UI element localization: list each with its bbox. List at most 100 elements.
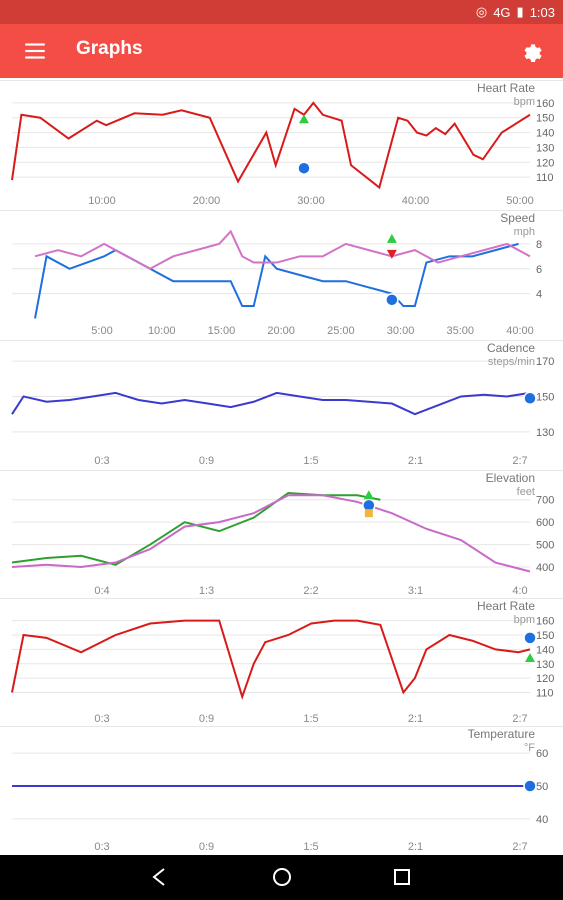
- series-line-1: [11, 494, 531, 573]
- y-tick-label: 140: [536, 128, 554, 140]
- y-tick-label: 160: [536, 98, 554, 110]
- y-tick-label: 6: [536, 264, 542, 276]
- y-tick-label: 50: [536, 781, 548, 793]
- x-tick-label: 30:00: [387, 325, 415, 337]
- triangle-up-marker: [525, 653, 535, 662]
- y-tick-label: 150: [536, 630, 554, 642]
- series-line-0: [11, 101, 531, 190]
- status-bar: ◎ 4G ▮ 1:03: [0, 0, 563, 24]
- menu-icon[interactable]: [22, 38, 48, 64]
- y-tick-label: 140: [536, 644, 554, 656]
- y-tick-label: 110: [536, 688, 554, 700]
- y-tick-label: 150: [536, 113, 554, 125]
- location-icon: ◎: [475, 4, 488, 19]
- x-tick-label: 4:0: [512, 585, 527, 597]
- y-tick-label: 110: [536, 172, 554, 184]
- y-tick-label: 700: [536, 495, 554, 507]
- chart-title: Elevation: [486, 471, 535, 485]
- x-tick-label: 2:7: [512, 455, 527, 467]
- recents-icon[interactable]: [390, 865, 414, 889]
- x-tick-label: 10:00: [88, 195, 116, 207]
- temperature-chart[interactable]: 40 50 60 0:3 0:9 1:5 2:1 2:7 Temperature °F: [0, 726, 563, 854]
- y-tick-label: 120: [536, 157, 554, 169]
- series-line-0: [34, 242, 519, 319]
- clock: 1:03: [529, 4, 555, 20]
- cadence-chart[interactable]: 130 150 170 0:3 0:9 1:5 2:1 2:7 Cadence steps/min: [0, 340, 563, 468]
- y-tick-label: 130: [536, 142, 554, 154]
- y-tick-label: 130: [536, 659, 554, 671]
- x-tick-label: 2:1: [408, 713, 423, 725]
- y-tick-label: 40: [536, 814, 548, 826]
- network-label: 4G: [493, 4, 511, 20]
- settings-gear-icon[interactable]: [517, 38, 543, 64]
- x-tick-label: 2:2: [303, 585, 318, 597]
- x-tick-label: 15:00: [208, 325, 236, 337]
- triangle-up-marker: [363, 490, 374, 500]
- x-tick-label: 1:5: [303, 713, 318, 725]
- navigation-bar: [0, 855, 563, 900]
- series-line-0: [11, 391, 531, 416]
- series-line-1: [34, 229, 531, 270]
- series-line-0: [11, 619, 531, 701]
- x-tick-label: 2:1: [408, 841, 423, 853]
- triangle-up-marker: [298, 114, 309, 124]
- chart-units: mph: [514, 226, 535, 238]
- y-tick-label: 60: [536, 748, 548, 760]
- y-tick-label: 600: [536, 517, 554, 529]
- cursor-dot-marker[interactable]: [297, 161, 311, 175]
- cursor-dot-marker[interactable]: [385, 293, 399, 307]
- x-tick-label: 0:3: [94, 713, 109, 725]
- x-tick-label: 0:3: [94, 455, 109, 467]
- x-tick-label: 0:3: [94, 841, 109, 853]
- chart-title: Temperature: [468, 727, 536, 741]
- x-tick-label: 20:00: [193, 195, 221, 207]
- x-tick-label: 0:9: [199, 455, 214, 467]
- y-tick-label: 150: [536, 391, 554, 403]
- heart-rate-chart[interactable]: 110 120 130 140 150 160 10:00 20:00 30:00 40:00 50…: [0, 80, 563, 208]
- chart-units: bpm: [514, 96, 535, 108]
- y-tick-label: 500: [536, 540, 554, 552]
- x-tick-label: 0:4: [94, 585, 109, 597]
- y-tick-label: 170: [536, 356, 554, 368]
- x-tick-label: 25:00: [327, 325, 355, 337]
- x-tick-label: 40:00: [402, 195, 430, 207]
- chart-title: Heart Rate: [477, 599, 535, 613]
- x-tick-label: 1:5: [303, 841, 318, 853]
- chart-units: feet: [517, 486, 535, 498]
- series-line-0: [11, 491, 381, 566]
- triangle-up-marker: [386, 233, 397, 243]
- elevation-chart[interactable]: 400 500 600 700 0:4 1:3 2:2 3:1 4:0 Elevation feet: [0, 470, 563, 598]
- x-tick-label: 10:00: [148, 325, 176, 337]
- x-tick-label: 2:7: [512, 841, 527, 853]
- x-tick-label: 50:00: [506, 195, 534, 207]
- chart-title: Heart Rate: [477, 81, 535, 95]
- y-tick-label: 130: [536, 427, 554, 439]
- home-icon[interactable]: [270, 865, 294, 889]
- cursor-dot-marker[interactable]: [523, 631, 537, 645]
- y-tick-label: 8: [536, 239, 542, 251]
- chart-title: Cadence: [487, 341, 535, 355]
- x-tick-label: 5:00: [91, 325, 112, 337]
- x-tick-label: 0:9: [199, 841, 214, 853]
- cursor-dot-marker[interactable]: [523, 779, 537, 793]
- x-tick-label: 30:00: [297, 195, 325, 207]
- x-tick-label: 2:1: [408, 455, 423, 467]
- y-tick-label: 4: [536, 289, 542, 301]
- y-tick-label: 400: [536, 562, 554, 574]
- speed-chart[interactable]: 4 6 8 5:00 10:00 15:00 20:00 25:00 30:00 35:00 40:…: [0, 210, 563, 338]
- triangle-down-marker: [386, 249, 397, 259]
- y-tick-label: 160: [536, 616, 554, 628]
- app-bar: Graphs: [0, 24, 563, 78]
- chart-units: °F: [524, 742, 535, 754]
- cursor-dot-marker[interactable]: [523, 391, 537, 405]
- square-marker: [364, 509, 373, 518]
- battery-icon: ▮: [516, 4, 524, 19]
- back-icon[interactable]: [148, 865, 172, 889]
- heart-rate-2-chart[interactable]: 110 120 130 140 150 160 0:3 0:9 1:5 2:1 2:7 Heart R…: [0, 598, 563, 726]
- chart-units: bpm: [514, 614, 535, 626]
- x-tick-label: 2:7: [512, 713, 527, 725]
- chart-title: Speed: [500, 211, 535, 225]
- y-tick-label: 120: [536, 673, 554, 685]
- page-title: Graphs: [76, 38, 143, 59]
- x-tick-label: 35:00: [447, 325, 475, 337]
